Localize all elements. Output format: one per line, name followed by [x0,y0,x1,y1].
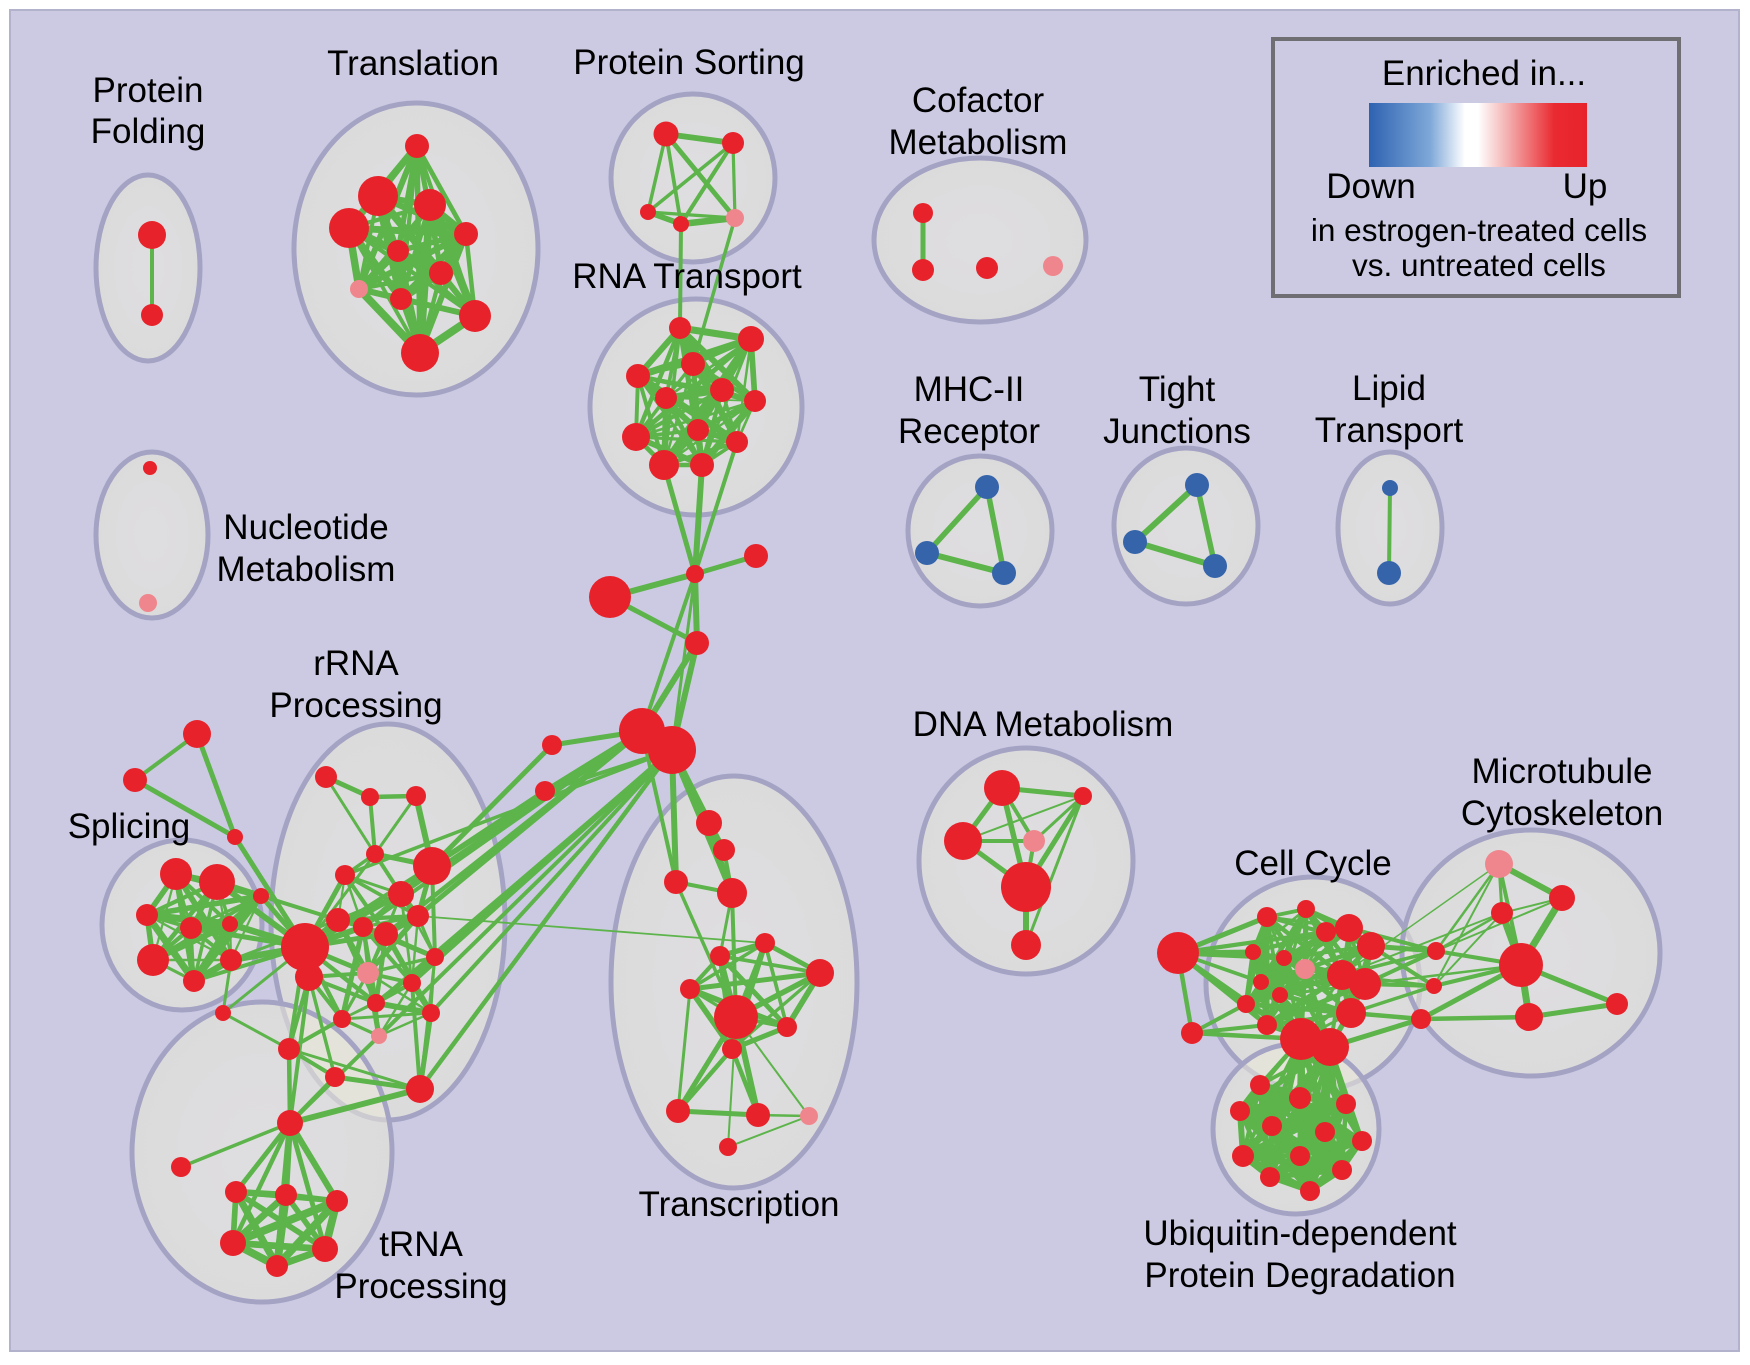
svg-text:Protein Degradation: Protein Degradation [1144,1256,1455,1295]
svg-text:Receptor: Receptor [898,412,1040,451]
svg-text:Up: Up [1563,167,1608,206]
svg-text:Junctions: Junctions [1103,412,1251,451]
svg-text:Ubiquitin-dependent: Ubiquitin-dependent [1143,1214,1457,1253]
svg-text:vs. untreated cells: vs. untreated cells [1352,247,1606,283]
svg-text:DNA Metabolism: DNA Metabolism [913,705,1174,744]
svg-text:Nucleotide: Nucleotide [223,508,388,547]
svg-text:Enriched in...: Enriched in... [1382,54,1586,93]
svg-text:Cofactor: Cofactor [912,81,1045,120]
svg-text:Transcription: Transcription [639,1185,840,1224]
svg-text:Cell Cycle: Cell Cycle [1234,844,1392,883]
svg-text:Tight: Tight [1139,370,1216,409]
svg-text:in estrogen-treated cells: in estrogen-treated cells [1311,212,1647,248]
svg-text:Splicing: Splicing [68,807,191,846]
svg-text:Cytoskeleton: Cytoskeleton [1461,794,1663,833]
svg-text:Microtubule: Microtubule [1472,752,1653,791]
svg-text:Folding: Folding [91,112,206,151]
svg-text:rRNA: rRNA [313,644,399,683]
svg-text:Metabolism: Metabolism [889,123,1068,162]
svg-text:Metabolism: Metabolism [217,550,396,589]
svg-text:Protein Sorting: Protein Sorting [573,43,805,82]
svg-text:Transport: Transport [1315,411,1464,450]
svg-text:tRNA: tRNA [379,1225,463,1264]
svg-text:MHC-II: MHC-II [914,370,1025,409]
svg-text:Translation: Translation [327,44,499,83]
svg-text:Protein: Protein [93,71,204,110]
svg-text:RNA Transport: RNA Transport [572,257,802,296]
svg-text:Processing: Processing [334,1267,507,1306]
svg-text:Processing: Processing [269,686,442,725]
svg-text:Lipid: Lipid [1352,369,1426,408]
svg-text:Down: Down [1326,167,1415,206]
